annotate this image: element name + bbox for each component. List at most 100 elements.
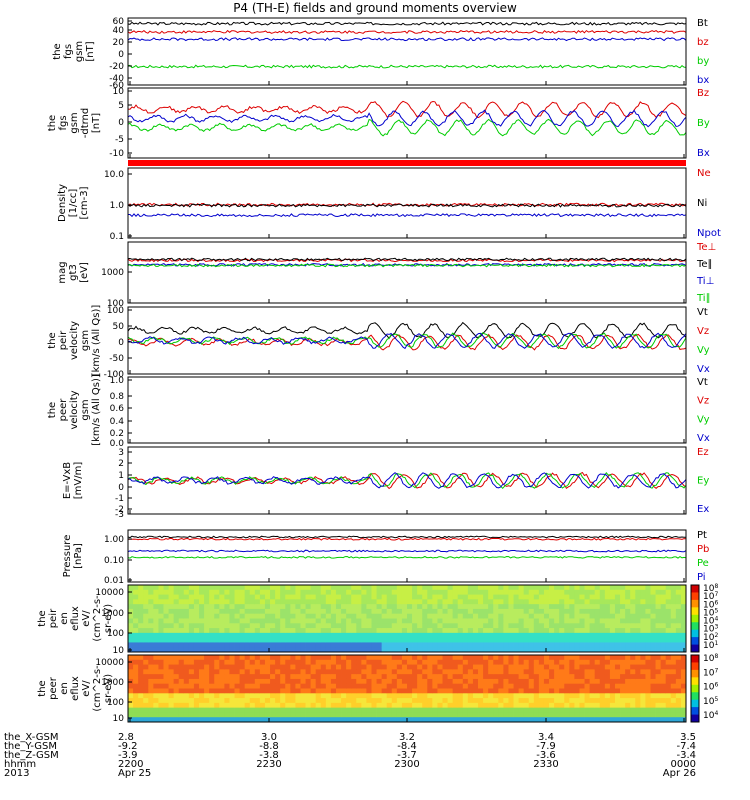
heatmap-cell [650,647,656,653]
heatmap-cell [523,659,530,665]
heatmap-cell [533,613,540,619]
heatmap-cell [275,698,281,704]
heatmap-cell [584,655,591,661]
heatmap-cell [315,589,322,595]
heatmap-cell [614,678,621,685]
heatmap-cell [604,678,611,685]
heatmap-cell [589,693,596,699]
panel-peir_en_eflux: 108107106105104103102101thepeirenefluxeV… [37,583,718,653]
heatmap-cell [300,585,306,591]
heatmap-cell [193,637,200,643]
heatmap-cell [574,698,580,704]
heatmap-cell [315,698,322,704]
heatmap-cell [275,655,281,661]
y-axis-label-line: [mV/m] [73,462,84,500]
heatmap-cell [467,702,474,709]
colorbar-tick-exponent: 6 [714,682,718,689]
heatmap-cell [442,688,448,694]
heatmap-cell [401,608,408,615]
heatmap-cell [554,707,560,713]
heatmap-cell [193,659,200,665]
heatmap-cell [178,608,185,615]
heatmap-cell [275,589,281,595]
heatmap-cell [193,707,200,713]
heatmap-cell [630,599,636,605]
legend-Vx: Vx [697,364,710,375]
heatmap-cell [361,707,367,713]
heatmap-cell [356,717,362,723]
heatmap-cell [574,589,580,595]
heatmap-cell [199,693,205,699]
heatmap-cell [625,683,631,689]
heatmap-cell [538,613,545,619]
heatmap-cell [295,604,301,610]
heatmap-cell [564,632,570,639]
heatmap-cell [341,642,347,648]
heatmap-cell [635,678,641,685]
heatmap-cell [224,707,230,713]
heatmap-cell [579,683,585,689]
heatmap-cell [193,594,200,600]
heatmap-cell [640,702,646,709]
heatmap-cell [579,637,585,643]
heatmap-cell [229,632,235,639]
heatmap-cell [493,628,499,634]
heatmap-cell [300,702,306,709]
heatmap-cell [249,604,256,610]
heatmap-cell [320,585,327,591]
heatmap-cell [249,669,256,675]
heatmap-cell [320,669,327,675]
heatmap-cell [376,655,383,661]
heatmap-cell [264,683,271,689]
heatmap-cell [371,707,377,713]
heatmap-cell [640,642,646,648]
heatmap-cell [528,628,535,634]
y-axis-label-line: fgs [58,115,69,130]
heatmap-cell [158,674,164,680]
heatmap-cell [351,664,357,670]
heatmap-cell [396,664,403,670]
heatmap-cell [670,659,677,665]
heatmap-cell [488,688,494,694]
heatmap-cell [290,659,296,665]
heatmap-cell [239,664,246,670]
heatmap-cell [488,717,494,723]
heatmap-cell [543,655,550,661]
heatmap-cell [640,688,646,694]
heatmap-cell [462,693,469,699]
heatmap-cell [584,659,591,665]
heatmap-cell [285,659,291,665]
heatmap-cell [310,642,317,648]
heatmap-cell [559,669,565,675]
heatmap-cell [275,669,281,675]
heatmap-cell [442,717,448,723]
heatmap-cell [472,618,479,624]
heatmap-cell [305,702,312,709]
heatmap-cell [158,702,164,709]
colorbar-tick-exponent: 4 [714,710,718,717]
y-tick-label: 0 [118,483,124,493]
heatmap-cell [300,655,306,661]
heatmap-cell [264,698,271,704]
heatmap-cell [254,604,261,610]
heatmap-cell [518,717,525,723]
heatmap-cell [290,618,296,624]
heatmap-cell [549,647,555,653]
heatmap-cell [483,693,489,699]
heatmap-cell [300,632,306,639]
heatmap-cell [442,623,448,629]
heatmap-cell [305,717,312,723]
heatmap-cell [351,717,357,723]
heatmap-cell [229,608,235,615]
heatmap-cell [239,618,246,624]
heatmap-cell [320,632,327,639]
heatmap-cell [635,637,641,643]
heatmap-cell [549,585,555,591]
heatmap-cell [356,632,362,639]
heatmap-cell [153,594,159,600]
heatmap-cell [310,707,317,713]
heatmap-cell [543,618,550,624]
heatmap-cell [351,632,357,639]
heatmap-cell [133,698,139,704]
heatmap-cell [543,669,550,675]
